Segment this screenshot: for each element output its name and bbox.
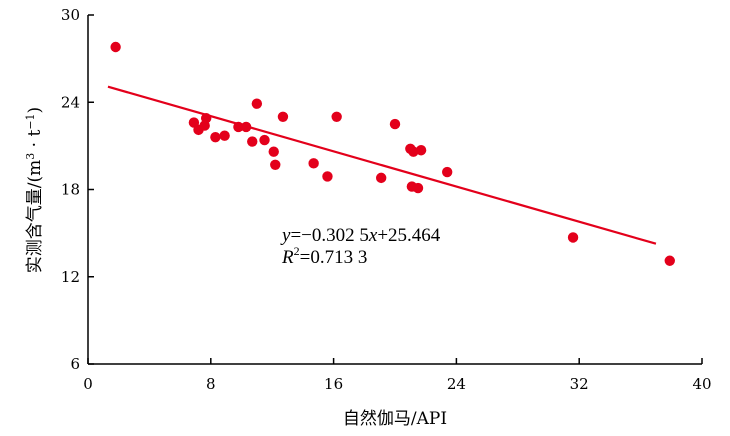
x-tick-label: 16 [324, 375, 343, 393]
y-tick-label: 6 [70, 355, 80, 373]
data-point [277, 111, 289, 122]
data-point [664, 255, 675, 266]
y-tick-label: 12 [61, 268, 80, 286]
data-point [270, 159, 281, 170]
data-point [408, 146, 419, 157]
data-point [412, 182, 424, 194]
data-point [210, 131, 221, 143]
data-point [331, 111, 342, 122]
data-point [308, 158, 319, 169]
x-tick-label: 24 [447, 375, 466, 393]
r-squared-label: R2=0.713 3 [281, 244, 367, 268]
y-axis-title: 实测含气量/(m3 · t−1) [24, 107, 45, 273]
y-tick-label: 24 [61, 93, 80, 111]
y-tick-label: 18 [61, 181, 80, 199]
data-point [247, 136, 258, 147]
regression-line [107, 85, 657, 245]
x-tick-label: 40 [692, 375, 711, 393]
data-point [322, 171, 333, 182]
data-points [110, 41, 675, 266]
data-point [240, 121, 252, 133]
fit-line-group [107, 85, 657, 245]
data-point [110, 41, 121, 53]
x-axis-title: 自然伽马/API [343, 409, 447, 429]
x-tick-label: 32 [570, 375, 589, 393]
data-point [567, 232, 579, 243]
data-point [259, 134, 270, 146]
data-point [375, 172, 387, 184]
y-tick-label: 30 [61, 6, 80, 24]
data-point [415, 145, 427, 156]
data-point [200, 113, 212, 124]
data-point [219, 130, 230, 141]
data-point [389, 118, 401, 130]
y-ticks: 6 12 18 24 30 [61, 6, 94, 373]
x-tick-label: 8 [206, 375, 216, 393]
regression-equation: y=−0.302 5x+25.464 [280, 225, 441, 246]
data-point [441, 166, 453, 178]
data-point [268, 146, 279, 157]
x-ticks: 0 8 16 24 32 40 [83, 358, 712, 393]
data-point [251, 98, 263, 109]
data-point [233, 121, 244, 133]
x-tick-label: 0 [83, 375, 93, 393]
